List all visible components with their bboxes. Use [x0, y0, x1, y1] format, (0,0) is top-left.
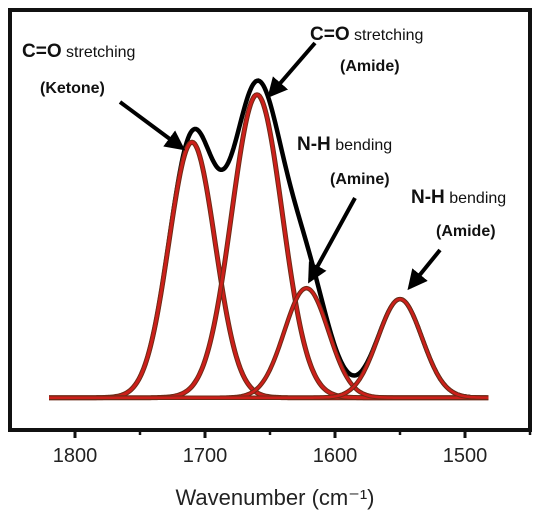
annotation-4-arrow [407, 248, 442, 291]
x-axis-title: Wavenumber (cm⁻¹) [175, 485, 374, 510]
x-tick-label-1800: 1800 [53, 445, 98, 467]
x-tick-label-1600: 1600 [313, 445, 358, 467]
annotation-2-arrow [267, 41, 317, 99]
annotation-3-sublabel: (Amine) [330, 171, 390, 188]
annotation-1-sublabel: (Ketone) [40, 80, 105, 97]
annotation-4-label: N-H bending [411, 187, 506, 208]
component-peak-2-edge [49, 92, 489, 401]
component-peak-2 [49, 93, 489, 400]
annotation-4-sublabel: (Amide) [436, 223, 496, 240]
annotation-2-sublabel: (Amide) [340, 58, 400, 75]
annotations: C=O stretching (Ketone) C=O stretching (Ami… [22, 24, 506, 291]
x-tick-label-1700: 1700 [183, 445, 228, 467]
x-tick-label-1500: 1500 [443, 445, 488, 467]
annotation-1-label: C=O stretching [22, 41, 135, 62]
component-peak-4-edge [49, 296, 489, 400]
plot-area [49, 78, 489, 401]
annotation-1-arrow [118, 100, 186, 151]
plot-frame [8, 8, 532, 432]
x-axis: 1800 1700 1600 1500 [53, 430, 532, 467]
component-peak-4 [49, 297, 489, 399]
annotation-2-label: C=O stretching [310, 24, 423, 45]
annotation-3-arrow [308, 197, 357, 284]
annotation-3-label: N-H bending [297, 134, 392, 155]
